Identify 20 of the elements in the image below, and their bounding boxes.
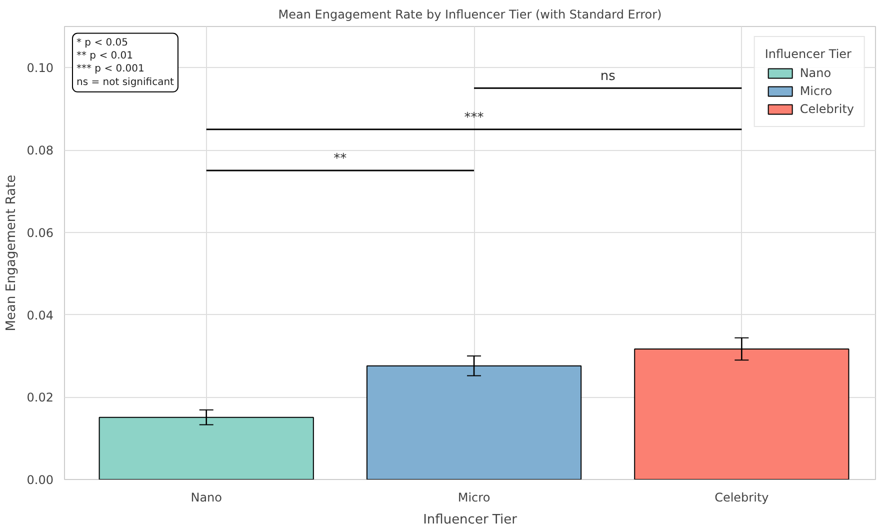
annotation: *** bbox=[464, 110, 484, 126]
annotation: ns bbox=[600, 69, 616, 84]
legend-label: Nano bbox=[800, 66, 832, 80]
legend-label: Micro bbox=[800, 84, 832, 98]
x-axis-title: Influencer Tier bbox=[423, 512, 518, 528]
y-axis-title: Mean Engagement Rate bbox=[4, 174, 19, 332]
annotation: * p < 0.05 ** p < 0.01 *** p < 0.001 ns = not significant bbox=[76, 37, 174, 88]
y-tick-label: 0.08 bbox=[26, 144, 54, 158]
y-tick-label: 0.06 bbox=[26, 226, 54, 240]
legend-label: Celebrity bbox=[800, 102, 854, 116]
x-tick-label: Micro bbox=[458, 490, 490, 504]
legend-title: Influencer Tier bbox=[764, 47, 852, 61]
x-tick-label: Celebrity bbox=[714, 490, 769, 504]
annotation: ** bbox=[334, 152, 348, 167]
y-tick-label: 0.02 bbox=[26, 390, 54, 405]
chart-title: Mean Engagement Rate by Influencer Tier (with Standard Error) bbox=[278, 8, 662, 22]
y-tick-label: 0.10 bbox=[26, 61, 54, 76]
y-tick-label: 0.00 bbox=[26, 473, 54, 487]
x-tick-label: Nano bbox=[190, 490, 222, 504]
y-tick-label: 0.04 bbox=[26, 308, 54, 322]
